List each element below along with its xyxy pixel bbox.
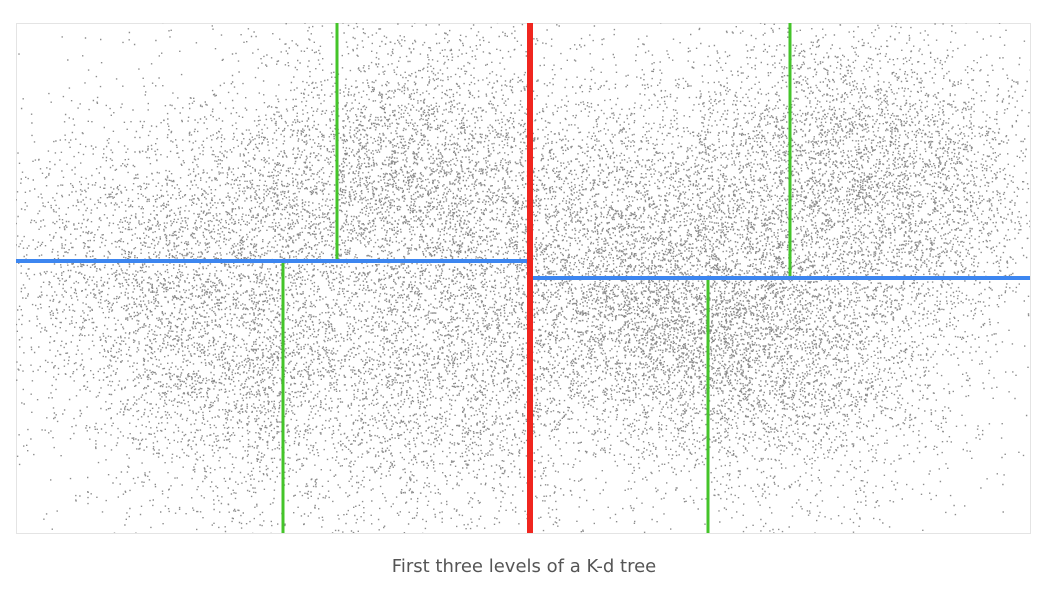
figure-image [16, 23, 1031, 534]
point-cloud [16, 23, 1030, 533]
figure-caption: First three levels of a K-d tree [391, 556, 657, 577]
